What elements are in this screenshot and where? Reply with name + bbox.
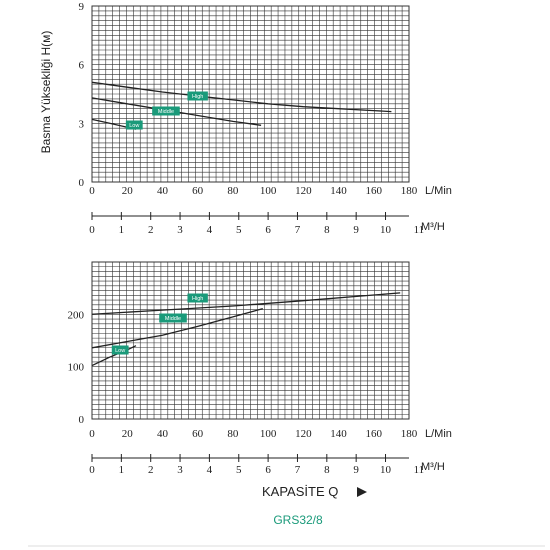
- right-triangle-icon: [357, 487, 367, 497]
- x-tick-label-m3h: 11: [414, 464, 425, 476]
- y-tick-label: 9: [79, 1, 85, 13]
- x-tick-label-m3h: 1: [119, 464, 125, 476]
- series-tag-high: [187, 91, 208, 101]
- x-unit-lmin: L/Min: [425, 185, 452, 197]
- x-tick-label-m3h: 8: [324, 224, 330, 236]
- x-tick-label-lmin: 20: [122, 428, 134, 440]
- series-line-middle: [91, 97, 262, 126]
- series-tag-high: [187, 293, 208, 303]
- series-line-middle: [91, 307, 263, 349]
- x-tick-label-lmin: 180: [401, 185, 418, 197]
- chart-panel-2: 0 100 200 0 20 40 60 80 100 120 140 160 180 L/Min 0 1 2 3…: [68, 261, 452, 476]
- plot-frame: [91, 261, 410, 420]
- y-tick-label: 0: [79, 177, 85, 189]
- x-tick-label-m3h: 10: [380, 464, 392, 476]
- x-tick-label-m3h: 6: [265, 224, 271, 236]
- y-axis-label: Basma Yüksekliği H(м): [39, 31, 53, 154]
- grid: [91, 5, 410, 183]
- x-tick-label-m3h: 1: [119, 224, 125, 236]
- x-tick-label-m3h: 9: [353, 224, 359, 236]
- x-tick-label-lmin: 140: [330, 428, 347, 440]
- x-tick-label-m3h: 9: [353, 464, 359, 476]
- series-tag-low: [111, 345, 129, 355]
- series-line-high: [91, 81, 392, 113]
- x-unit-m3h: M³/H: [421, 221, 445, 233]
- series-tag-middle: [152, 106, 180, 116]
- x-tick-label-lmin: 120: [295, 428, 312, 440]
- series-tag-label: High: [192, 296, 203, 302]
- x-tick-label-m3h: 7: [295, 224, 301, 236]
- x-tick-label-lmin: 80: [227, 185, 239, 197]
- series-line-high: [91, 292, 401, 315]
- y-tick-label: 3: [79, 118, 85, 130]
- x-tick-label-m3h: 0: [89, 464, 95, 476]
- series-tag-label: Low: [115, 348, 125, 354]
- chart-panel-1: 0 3 6 9 0 20 40 60 80 100 120 140 160 180 L/Min 0 1 2 3 4 5 6…: [79, 1, 452, 236]
- x-tick-label-lmin: 100: [260, 428, 277, 440]
- x-tick-label-lmin: 0: [89, 428, 95, 440]
- x-tick-label-m3h: 10: [380, 224, 392, 236]
- x-tick-label-m3h: 8: [324, 464, 330, 476]
- x-tick-label-m3h: 0: [89, 224, 95, 236]
- x-tick-label-lmin: 20: [122, 185, 134, 197]
- grid: [91, 261, 410, 420]
- x-tick-label-m3h: 5: [236, 224, 242, 236]
- series-tag-low: [125, 120, 143, 130]
- plot-frame: [91, 5, 410, 183]
- x-tick-label-lmin: 140: [330, 185, 347, 197]
- x-tick-label-lmin: 100: [260, 185, 277, 197]
- y-tick-label: 100: [68, 362, 85, 374]
- x-tick-label-lmin: 40: [157, 185, 169, 197]
- series-tag-label: Middle: [165, 316, 181, 322]
- x-tick-label-lmin: 60: [192, 428, 204, 440]
- x-tick-label-m3h: 7: [295, 464, 301, 476]
- series-tag-label: Low: [129, 123, 139, 129]
- x-tick-label-lmin: 120: [295, 185, 312, 197]
- x-tick-label-m3h: 5: [236, 464, 242, 476]
- x-tick-label-m3h: 4: [207, 224, 213, 236]
- x-tick-label-m3h: 3: [177, 464, 183, 476]
- x-unit-m3h: M³/H: [421, 461, 445, 473]
- x-tick-label-lmin: 40: [157, 428, 169, 440]
- x-axis-title: KAPASİTE Q: [262, 484, 338, 499]
- x-tick-label-lmin: 80: [227, 428, 239, 440]
- x-unit-lmin: L/Min: [425, 428, 452, 440]
- x-tick-label-m3h: 11: [414, 224, 425, 236]
- y-tick-label: 0: [79, 414, 85, 426]
- y-tick-label: 6: [79, 60, 85, 72]
- model-name: GRS32/8: [273, 513, 323, 527]
- y-tick-label: 200: [68, 309, 85, 321]
- x-tick-label-m3h: 2: [148, 224, 154, 236]
- series-tag-label: High: [192, 94, 203, 100]
- x-tick-label-lmin: 160: [366, 428, 383, 440]
- x-tick-label-lmin: 180: [401, 428, 418, 440]
- x-tick-label-lmin: 0: [89, 185, 95, 197]
- x-tick-label-m3h: 2: [148, 464, 154, 476]
- x-tick-label-lmin: 160: [366, 185, 383, 197]
- x-tick-label-m3h: 3: [177, 224, 183, 236]
- series-tag-label: Middle: [158, 109, 174, 115]
- x-tick-label-lmin: 60: [192, 185, 204, 197]
- x-tick-label-m3h: 6: [265, 464, 271, 476]
- series-tag-middle: [159, 313, 187, 323]
- x-tick-label-m3h: 4: [207, 464, 213, 476]
